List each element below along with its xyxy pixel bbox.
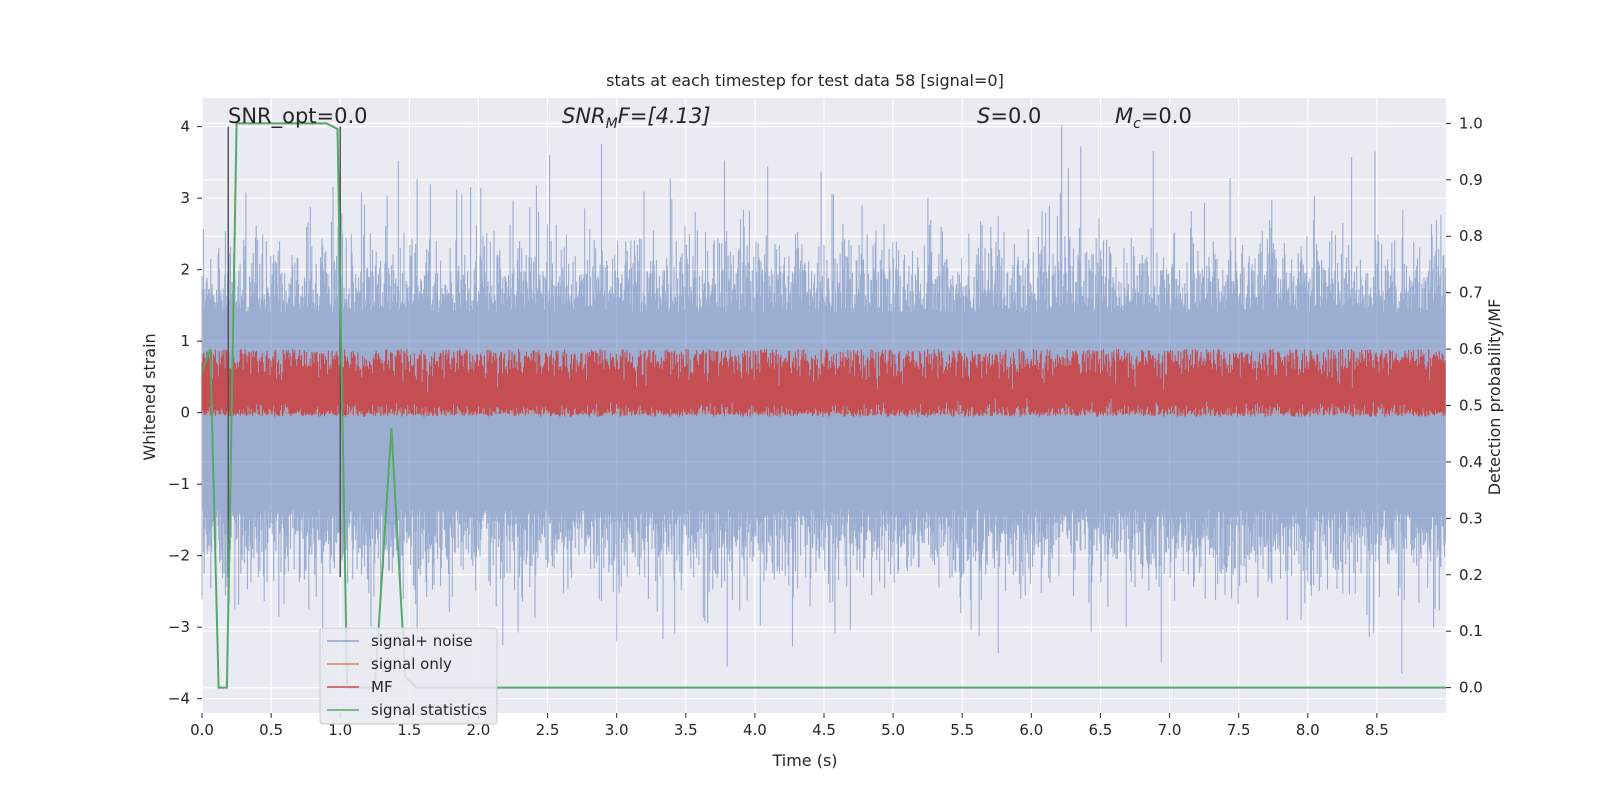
- x-tick-label: 8.5: [1365, 721, 1389, 739]
- annotation-s-main: S: [977, 104, 990, 128]
- y-tick-label: −1: [168, 475, 190, 493]
- y-right-tick-label: 0.7: [1459, 284, 1483, 302]
- y-tick-label: 2: [180, 261, 190, 279]
- legend-label-mf: MF: [371, 678, 393, 696]
- annotation-snr-mf-main: SNR: [562, 104, 606, 128]
- x-tick-label: 0.0: [190, 721, 214, 739]
- annotation-snr-mf-rest: F=[4.13]: [618, 104, 711, 128]
- annotation-mc-sub: c: [1133, 116, 1141, 132]
- x-tick-label: 2.5: [536, 721, 560, 739]
- x-axis-title: Time (s): [771, 751, 837, 770]
- annotation-s: S=0.0: [977, 104, 1041, 128]
- annotation-s-rest: =0.0: [990, 104, 1041, 128]
- legend-box: [319, 627, 498, 725]
- annotation-snr-opt: SNR_opt=0.0: [228, 104, 368, 129]
- x-tick-label: 6.0: [1019, 721, 1043, 739]
- annotation-snr-mf-sub: M: [606, 116, 618, 132]
- y-axis-title: Whitened strain: [140, 333, 159, 460]
- y-right-tick-label: 1.0: [1459, 114, 1483, 132]
- y-tick-label: −2: [168, 547, 190, 565]
- chart-title: stats at each timestep for test data 58 …: [606, 71, 1004, 90]
- axes: 0.0 0.5 1.0 1.5 2.0 2.5 3.0 3.5 4.0 4.5 5.0 5.5 6.0 6…: [168, 114, 1483, 739]
- legend-label-signal-statistics: signal statistics: [371, 701, 487, 719]
- annotation-mc: Mc=0.0: [1115, 104, 1192, 132]
- y-tick-label: 3: [180, 189, 190, 207]
- annotation-mc-rest: =0.0: [1141, 104, 1192, 128]
- vertical-markers: [227, 126, 341, 578]
- x-tick-label: 1.0: [328, 721, 352, 739]
- y-right-tick-label: 0.2: [1459, 566, 1483, 584]
- y-right-tick-label: 0.1: [1459, 622, 1483, 640]
- x-tick-label: 3.0: [605, 721, 629, 739]
- y-tick-label: 4: [180, 118, 190, 136]
- annotation-mc-main: M: [1115, 104, 1133, 128]
- x-tick-label: 8.0: [1296, 721, 1320, 739]
- y-tick-label: −4: [168, 690, 190, 708]
- x-tick-label: 7.5: [1227, 721, 1251, 739]
- y-right-tick-label: 0.8: [1459, 227, 1483, 245]
- x-tick-label: 4.0: [743, 721, 767, 739]
- x-tick-label: 0.5: [259, 721, 283, 739]
- y-right-tick-label: 0.9: [1459, 171, 1483, 189]
- x-tick-label: 4.5: [812, 721, 836, 739]
- annotation-snr-mf: SNRMF=[4.13]: [562, 104, 711, 132]
- y-tick-label: −3: [168, 618, 190, 636]
- legend-label-signal-plus-noise: signal+ noise: [371, 632, 473, 650]
- y-right-tick-label: 0.5: [1459, 397, 1483, 415]
- y-right-tick-label: 0.3: [1459, 509, 1483, 527]
- x-tick-label: 2.0: [467, 721, 491, 739]
- x-tick-label: 6.5: [1089, 721, 1113, 739]
- x-tick-label: 5.5: [950, 721, 974, 739]
- x-tick-label: 1.5: [397, 721, 421, 739]
- y-right-tick-label: 0.4: [1459, 453, 1483, 471]
- y-axis-right-title: Detection probability/MF: [1485, 299, 1504, 496]
- legend: signal+ noise signal only MF signal stat…: [319, 627, 498, 725]
- x-tick-label: 7.0: [1158, 721, 1182, 739]
- x-tick-label: 3.5: [674, 721, 698, 739]
- x-tick-label: 5.0: [881, 721, 905, 739]
- y-right-tick-label: 0.6: [1459, 340, 1483, 358]
- legend-label-signal-only: signal only: [371, 655, 452, 673]
- y-right-tick-label: 0.0: [1459, 679, 1483, 697]
- y-tick-label: 0: [180, 404, 190, 422]
- y-tick-label: 1: [180, 332, 190, 350]
